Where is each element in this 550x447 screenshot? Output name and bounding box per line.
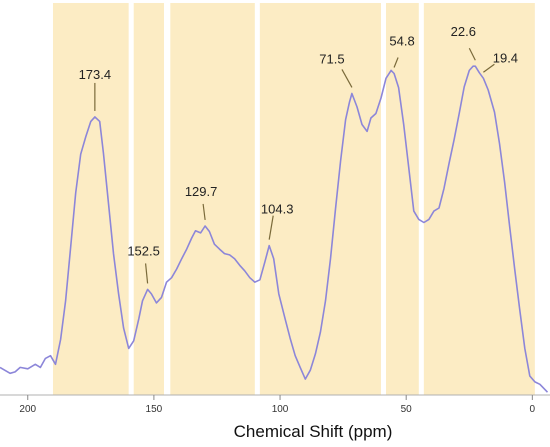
shaded-region [170,3,255,395]
x-tick-label: 0 [530,404,536,415]
x-tick-label: 150 [146,404,163,415]
shaded-region [133,3,164,395]
x-axis-ticks: 200 150 100 50 0 [19,395,536,415]
peak-label: 54.8 [389,33,414,48]
shaded-region [386,3,419,395]
x-tick-label: 200 [19,404,36,415]
shaded-region [423,3,535,395]
peak-leader-line [483,63,495,73]
peak-leader-line [393,57,399,68]
x-tick-label: 100 [272,404,289,415]
peak-leader-lines [94,47,495,284]
peak-label: 71.5 [319,51,344,66]
peak-label: 22.6 [451,24,476,39]
peak-label: 129.7 [185,184,218,199]
peak-leader-line [268,215,274,240]
spectrum-line [0,65,549,393]
peak-leader-line [202,203,206,221]
peak-leader-line [341,69,353,88]
peak-label: 104.3 [261,202,294,217]
peak-label: 152.5 [127,243,160,258]
peak-label: 173.4 [79,67,112,82]
shaded-regions [52,3,535,395]
peak-labels: 173.4 152.5 129.7 104.3 71.5 54.8 22.6 19.4 [79,24,518,258]
peak-leader-line [144,263,149,284]
x-tick-label: 50 [401,404,413,415]
x-axis-title: Chemical Shift (ppm) [234,422,393,441]
peak-leader-line [468,47,476,61]
shaded-region [52,3,129,395]
peak-label: 19.4 [493,50,518,65]
